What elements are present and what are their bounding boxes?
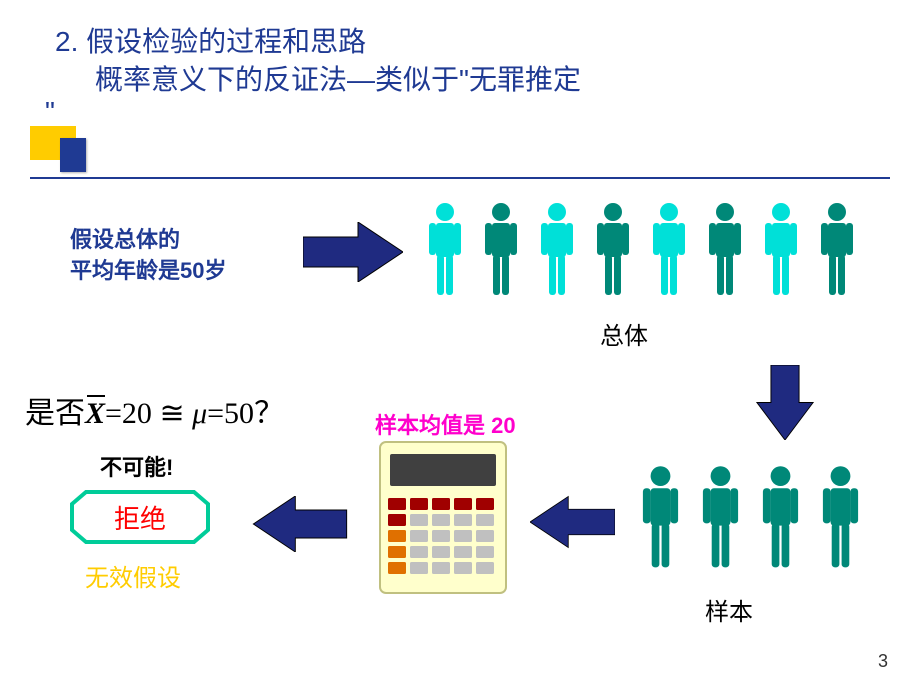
person-icon bbox=[700, 200, 750, 307]
x-bar-symbol: X bbox=[85, 397, 105, 430]
person-icon bbox=[476, 200, 526, 307]
reject-text: 拒绝 bbox=[114, 499, 166, 536]
reject-box: 拒绝 bbox=[70, 490, 210, 544]
question-text: 是否X=20 ≅ μ=50？ bbox=[25, 388, 284, 432]
title-line2: 概率意义下的反证法—类似于"无罪推定 bbox=[95, 58, 581, 98]
impossible-text: 不可能! bbox=[100, 450, 173, 482]
person-icon bbox=[588, 200, 638, 307]
question-prefix: 是否 bbox=[25, 397, 85, 430]
person-icon bbox=[633, 463, 688, 580]
sample-mean-label: 样本均值是 20 bbox=[375, 408, 516, 440]
arrow-right-icon bbox=[303, 222, 403, 287]
arrow-left2-icon bbox=[250, 496, 350, 557]
person-icon bbox=[420, 200, 470, 307]
assumption-text: 假设总体的平均年龄是50岁 bbox=[70, 225, 226, 287]
null-hypothesis-text: 无效假设 bbox=[85, 558, 181, 593]
person-icon bbox=[813, 463, 868, 580]
sample-group bbox=[633, 463, 868, 580]
person-icon bbox=[756, 200, 806, 307]
person-icon bbox=[753, 463, 808, 580]
person-icon bbox=[693, 463, 748, 580]
title-line1: 2. 假设检验的过程和思路 bbox=[55, 20, 366, 60]
page-number: 3 bbox=[878, 651, 888, 672]
population-label: 总体 bbox=[600, 316, 648, 351]
mu-value: =50 bbox=[207, 397, 254, 430]
arrow-down-icon bbox=[755, 365, 815, 445]
arrow-left-icon bbox=[530, 492, 615, 557]
sample-label: 样本 bbox=[705, 592, 753, 627]
x-value: =20 bbox=[105, 397, 152, 430]
question-mark: ？ bbox=[254, 397, 284, 430]
calculator-graphic bbox=[378, 440, 508, 600]
person-icon bbox=[812, 200, 862, 307]
population-group bbox=[420, 200, 862, 307]
title-tail: " bbox=[45, 96, 55, 128]
title-underline bbox=[30, 177, 890, 179]
person-icon bbox=[644, 200, 694, 307]
person-icon bbox=[532, 200, 582, 307]
approx-symbol: ≅ bbox=[152, 397, 192, 430]
mu-symbol: μ bbox=[192, 397, 207, 430]
